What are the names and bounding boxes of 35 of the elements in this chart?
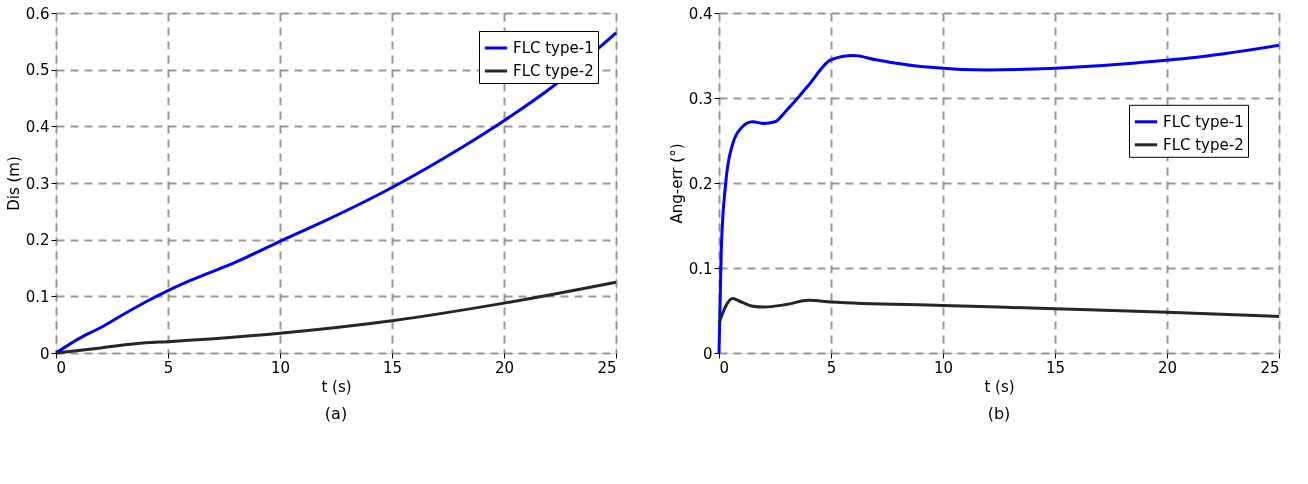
y-tick-label: 0.3 [688, 89, 713, 108]
legend-label: FLC type-2 [1163, 135, 1244, 154]
y-tick-label: 0.1 [688, 259, 713, 278]
x-tick-label: 0 [56, 358, 67, 377]
x-tick-label: 15 [1045, 358, 1066, 377]
y-tick-label: 0.4 [688, 4, 713, 23]
x-axis-title: t (s) [984, 377, 1015, 396]
x-tick-label: 25 [597, 358, 617, 377]
legend-label: FLC type-1 [1163, 112, 1244, 131]
legend-label: FLC type-2 [513, 62, 594, 80]
x-tick-label: 25 [1260, 358, 1280, 377]
x-tick-label: 0 [719, 358, 730, 377]
y-tick-label: 0.6 [25, 4, 50, 23]
y-tick-label: 0.3 [25, 174, 50, 193]
x-tick-label: 10 [933, 358, 954, 377]
y-tick-label: 0.2 [688, 174, 713, 193]
y-tick-label: 0.2 [25, 231, 50, 250]
y-axis-title: Ang-err (°) [667, 143, 686, 224]
x-tick-label: 5 [826, 358, 837, 377]
y-tick-label: 0 [702, 344, 713, 363]
x-tick-label: 20 [1157, 358, 1178, 377]
x-axis-title: t (s) [321, 377, 352, 396]
legend-label: FLC type-1 [513, 39, 594, 57]
x-tick-label: 20 [494, 358, 515, 377]
y-tick-label: 0.4 [25, 117, 50, 136]
x-tick-label: 10 [270, 358, 291, 377]
text: (b) [987, 404, 1011, 423]
text: (a) [324, 404, 348, 423]
y-tick-label: 0.5 [25, 61, 50, 80]
y-tick-label: 0 [39, 344, 50, 363]
x-tick-label: 15 [382, 358, 403, 377]
line-series [717, 297, 1281, 325]
y-tick-label: 0.1 [25, 287, 50, 306]
x-tick-label: 5 [163, 358, 174, 377]
y-axis-title: Dis (m) [4, 156, 23, 211]
